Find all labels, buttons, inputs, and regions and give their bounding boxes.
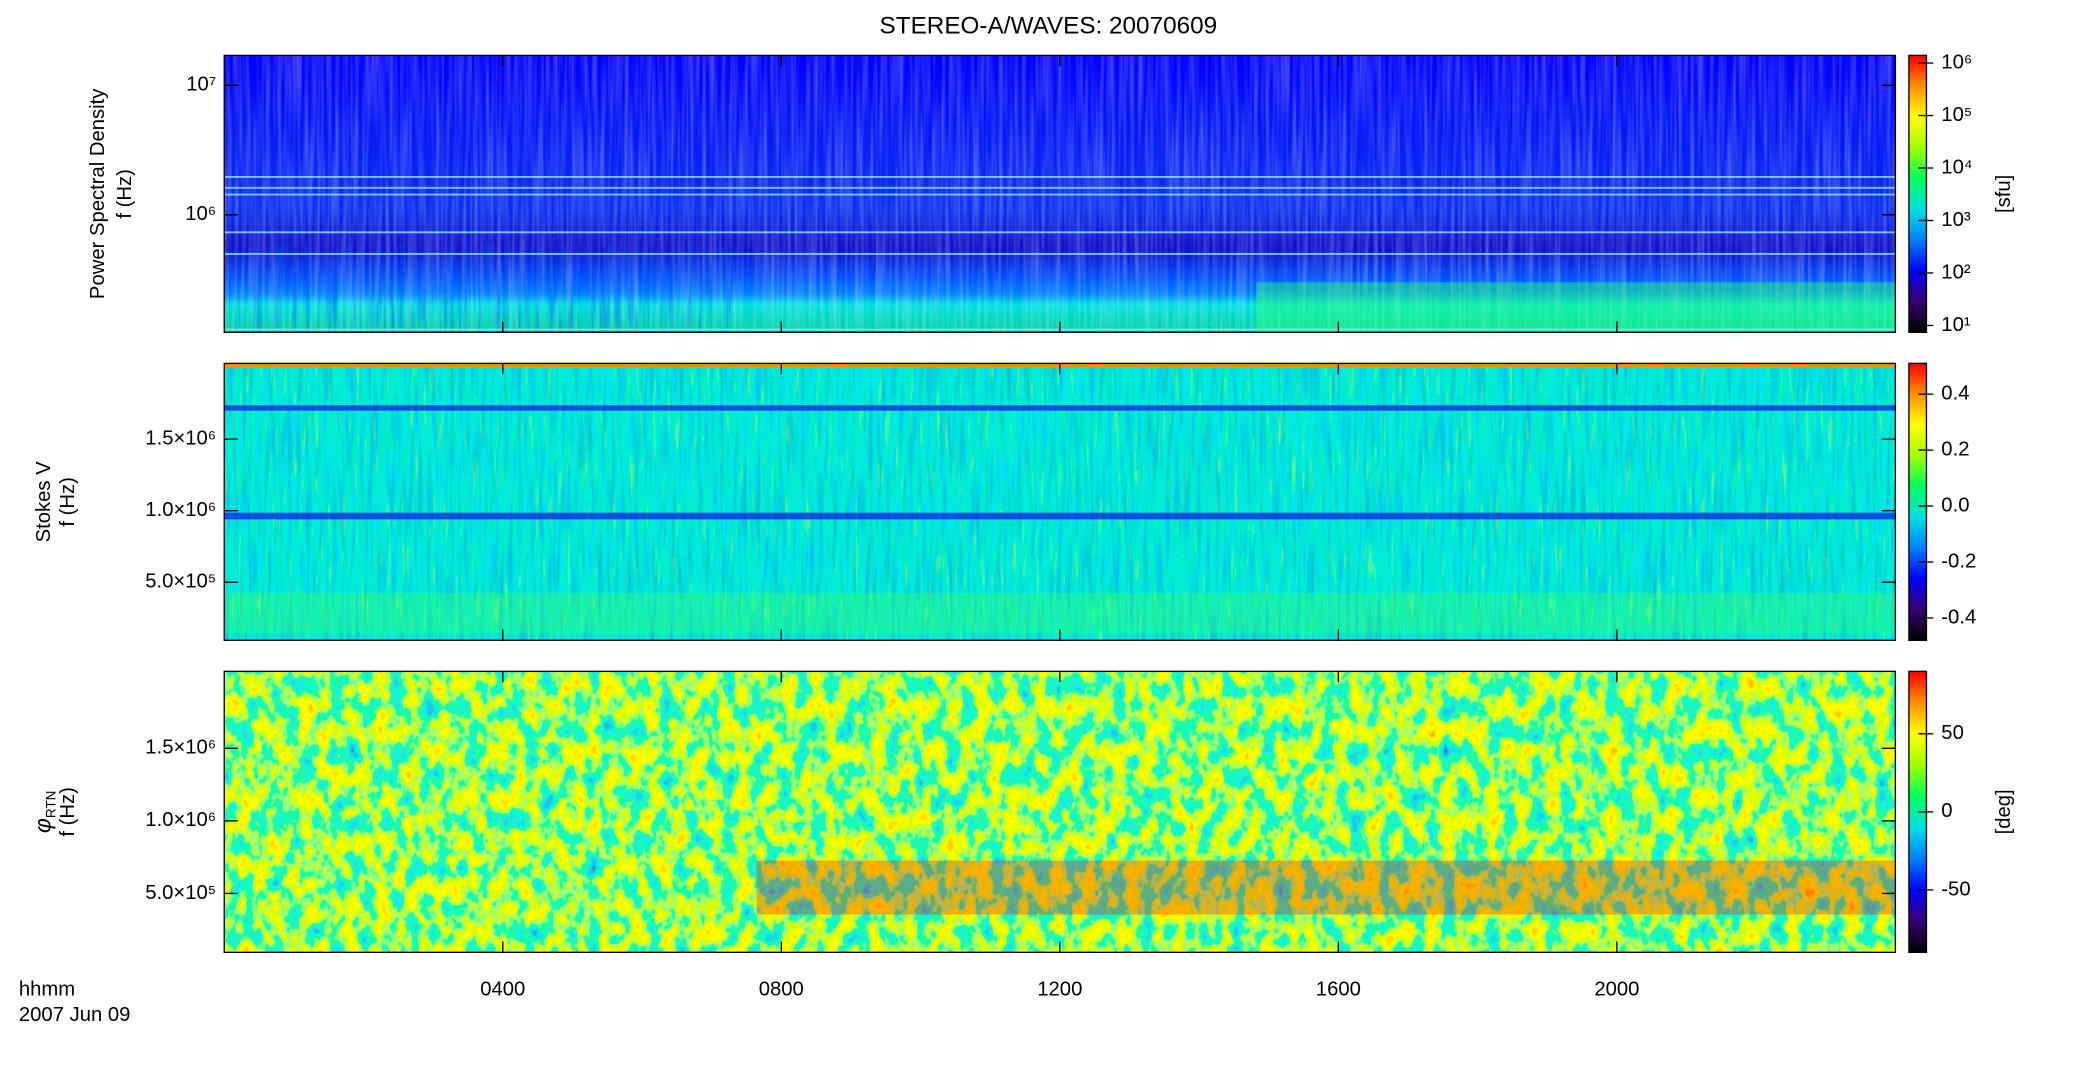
colorbar-label: [sfu]	[1993, 175, 2015, 213]
y-axis-label-symbol: φ	[30, 818, 56, 833]
x-tick-label: 1200	[1037, 979, 1082, 1001]
colorbar-tick-label: 10⁴	[1941, 156, 1972, 178]
colorbar-tick-label: 50	[1941, 722, 1964, 744]
colorbar-tick-label: 10²	[1941, 261, 1971, 283]
chart-title: STEREO-A/WAVES: 20070609	[880, 12, 1218, 39]
x-tick-label: 1600	[1316, 979, 1361, 1001]
colorbar-tick-label: -50	[1941, 878, 1970, 900]
colorbar-tick-label: -0.4	[1941, 606, 1976, 628]
y-tick-label: 5.0×10⁵	[145, 571, 216, 593]
spectrogram-noise	[224, 244, 738, 333]
colorbar-tick-label: 10⁶	[1941, 51, 1972, 73]
y-axis-label: f (Hz)	[57, 787, 79, 836]
colorbar-tick-label: -0.2	[1941, 550, 1976, 572]
spectrogram-band	[756, 860, 1896, 915]
y-tick-label: 1.5×10⁶	[145, 428, 216, 450]
spectrogram-noise	[224, 671, 1896, 953]
spectrogram-band	[224, 593, 1896, 634]
y-tick-label: 5.0×10⁵	[145, 882, 216, 904]
colorbar-tick-label: 10⁵	[1941, 104, 1972, 126]
x-tick-label: 0400	[480, 979, 525, 1001]
y-axis-label: f (Hz)	[57, 477, 79, 526]
colorbar-label: [deg]	[1993, 789, 2015, 834]
y-tick-label: 1.0×10⁶	[145, 809, 216, 831]
colorbar-tick-label: 10¹	[1941, 314, 1971, 336]
x-axis-label: hhmm	[19, 979, 75, 1001]
colorbar-tick-label: 10³	[1941, 209, 1971, 231]
y-axis-label-subscript: RTN	[43, 791, 58, 819]
colorbar	[1908, 54, 1928, 333]
y-tick-label: 1.0×10⁶	[145, 499, 216, 521]
y-tick-label: 10⁶	[185, 203, 216, 225]
date-label: 2007 Jun 09	[19, 1004, 130, 1026]
colorbar	[1908, 362, 1928, 641]
colorbar-tick-label: 0.4	[1941, 383, 1969, 405]
colorbar-tick-label: 0.2	[1941, 438, 1969, 460]
y-tick-label: 10⁷	[186, 74, 216, 96]
spectrogram-band	[1256, 282, 1896, 333]
colorbar-tick-label: 0.0	[1941, 494, 1969, 516]
y-tick-label: 1.5×10⁶	[145, 737, 216, 759]
x-tick-label: 0800	[759, 979, 804, 1001]
y-axis-label: f (Hz)	[114, 169, 136, 218]
y-axis-label: Power Spectral Density	[87, 88, 109, 299]
y-axis-label: φRTN	[30, 791, 58, 833]
y-axis-label: Stokes V	[33, 461, 55, 543]
x-tick-label: 2000	[1594, 979, 1639, 1001]
colorbar-tick-label: 0	[1941, 800, 1952, 822]
